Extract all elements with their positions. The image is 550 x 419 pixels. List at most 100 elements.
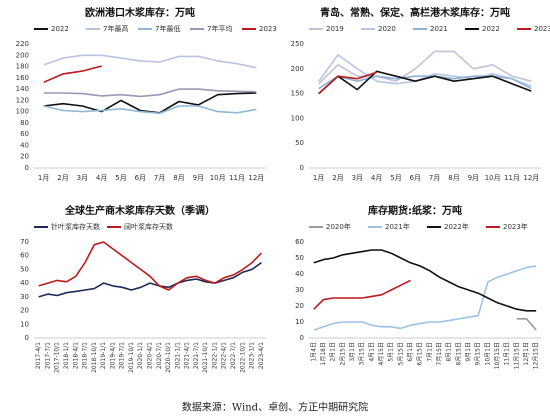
x-tick-label: 6月	[410, 174, 421, 182]
x-tick-label: 3月1日	[349, 342, 356, 362]
x-tick-label: 2020-10/1	[165, 342, 172, 373]
x-tick-label: 9月	[193, 174, 204, 182]
series-line	[318, 70, 532, 95]
legend-label: 2023	[259, 25, 277, 33]
x-tick-label: 11月1日	[504, 342, 511, 365]
x-tick-label: 1月4日	[310, 342, 317, 362]
x-tick-label: 4月1日	[368, 342, 375, 362]
x-tick-label: 2017-7/1	[44, 342, 51, 369]
x-tick-label: 2020-7/1	[156, 342, 163, 369]
y-tick-label: 50	[295, 139, 304, 147]
legend-label: 针叶浆库存天数	[51, 222, 100, 231]
y-tick-label: 140	[16, 85, 29, 93]
x-tick-label: 6月15日	[417, 342, 424, 365]
x-tick-label: 4月	[96, 174, 107, 182]
series-line	[38, 261, 262, 298]
y-tick-label: 20	[20, 153, 29, 161]
y-tick-label: 200	[291, 65, 304, 73]
y-tick-label: 20	[295, 302, 304, 310]
y-tick-label: 0	[300, 164, 304, 172]
legend-label: 2023	[534, 25, 550, 33]
y-tick-label: 10	[295, 318, 304, 326]
x-tick-label: 3月15日	[359, 342, 366, 365]
legend-label: 2022	[51, 25, 69, 33]
x-tick-label: 2017-10/1	[54, 342, 61, 373]
x-tick-label: 8月	[448, 174, 459, 182]
legend-label: 2019	[326, 25, 344, 33]
x-tick-label: 10月	[485, 174, 501, 182]
legend-label: 7年最高	[103, 24, 128, 33]
series-line	[516, 318, 537, 331]
y-tick-label: 0	[25, 164, 29, 172]
legend-label: 2022年	[444, 222, 469, 231]
x-tick-label: 10月15日	[494, 342, 501, 369]
y-tick-label: 50	[20, 265, 29, 273]
series-line	[43, 105, 257, 115]
x-tick-label: 3月	[352, 174, 363, 182]
y-tick-label: 80	[20, 119, 29, 127]
x-tick-label: 4月15日	[378, 342, 385, 365]
y-tick-label: 60	[295, 238, 304, 246]
chart-title: 全球生产商木浆库存天数（季调）	[64, 204, 215, 217]
legend-label: 7年平均	[207, 24, 232, 33]
y-tick-label: 120	[16, 96, 29, 104]
x-tick-label: 8月15日	[455, 342, 462, 365]
x-tick-label: 2月	[332, 174, 343, 182]
x-tick-label: 2022-10/1	[239, 342, 246, 373]
x-tick-label: 6月	[135, 174, 146, 182]
y-tick-label: 160	[16, 74, 29, 82]
x-tick-label: 5月1日	[388, 342, 395, 362]
x-tick-label: 8月	[173, 174, 184, 182]
series-line	[313, 279, 411, 310]
x-tick-label: 2018-4/1	[72, 342, 79, 369]
legend-label: 2022	[482, 25, 500, 33]
x-tick-label: 10月1日	[484, 342, 491, 365]
x-tick-label: 6月1日	[407, 342, 414, 362]
x-tick-label: 2018-10/1	[91, 342, 98, 373]
x-tick-label: 8月1日	[446, 342, 453, 362]
x-tick-label: 2021-7/1	[193, 342, 200, 369]
y-tick-label: 250	[291, 40, 304, 48]
x-tick-label: 2017-4/1	[35, 342, 42, 369]
y-tick-label: 150	[291, 90, 304, 98]
y-tick-label: 60	[20, 130, 29, 138]
x-tick-label: 2019-10/1	[128, 342, 135, 373]
y-tick-label: 0	[25, 334, 29, 342]
x-tick-label: 12月15日	[533, 342, 540, 369]
y-tick-label: 220	[16, 40, 29, 48]
y-tick-label: 20	[20, 307, 29, 315]
x-tick-label: 7月1日	[426, 342, 433, 362]
x-tick-label: 2021-4/1	[184, 342, 191, 369]
y-tick-label: 70	[20, 238, 29, 246]
x-tick-label: 7月	[154, 174, 165, 182]
x-tick-label: 1月	[38, 174, 49, 182]
x-tick-label: 2021-1/1	[174, 342, 181, 369]
chart-title: 青岛、常熟、保定、高栏港木浆库存：万吨	[320, 6, 510, 19]
x-tick-label: 11月15日	[513, 342, 520, 369]
x-tick-label: 9月	[468, 174, 479, 182]
x-tick-label: 2018-1/1	[63, 342, 70, 369]
y-tick-label: 0	[300, 334, 304, 342]
y-tick-label: 40	[295, 270, 304, 278]
series-line	[318, 54, 532, 87]
y-tick-label: 200	[16, 51, 29, 59]
y-tick-label: 40	[20, 279, 29, 287]
series-line	[318, 71, 377, 95]
x-tick-label: 5月	[115, 174, 126, 182]
series-line	[43, 54, 257, 69]
x-tick-label: 5月15日	[397, 342, 404, 365]
x-tick-label: 2月	[57, 174, 68, 182]
x-tick-label: 2019-1/1	[100, 342, 107, 369]
series-line	[318, 50, 532, 85]
x-tick-label: 11月	[229, 174, 245, 182]
x-tick-label: 9月15日	[475, 342, 482, 365]
legend-label: 2020年	[326, 222, 351, 231]
x-tick-label: 2月1日	[330, 342, 337, 362]
x-tick-label: 12月	[523, 174, 539, 182]
x-tick-label: 2022-1/1	[211, 342, 218, 369]
x-tick-label: 12月	[248, 174, 264, 182]
x-tick-label: 11月	[504, 174, 520, 182]
x-tick-label: 2020-4/1	[147, 342, 154, 369]
source-note: 数据来源：Wind、卓创、方正中期研究院	[182, 401, 368, 414]
